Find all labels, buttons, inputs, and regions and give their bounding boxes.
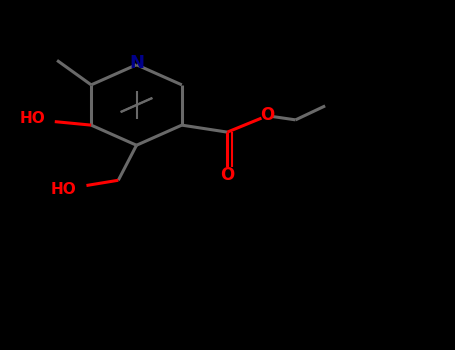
Text: O: O <box>220 166 234 184</box>
Text: N: N <box>129 54 144 72</box>
Text: HO: HO <box>19 111 45 126</box>
Text: HO: HO <box>51 182 76 196</box>
Text: O: O <box>260 106 274 124</box>
